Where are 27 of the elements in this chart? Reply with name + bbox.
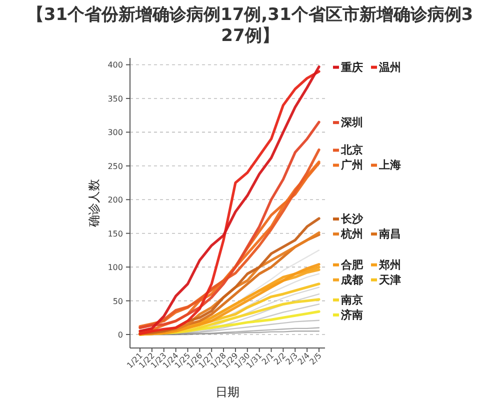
legend-label: 温州 [378,60,401,74]
chart-title: 【31个省份新增确诊病例17例,31个省区市新增确诊病例327例】 [26,5,474,46]
legend-label: 深圳 [340,116,363,130]
y-tick-label: 200 [108,196,123,205]
legend-label: 南昌 [378,228,401,241]
x-axis-title: 日期 [216,385,240,399]
legend-label: 天津 [378,273,401,286]
legend-label: 合肥 [340,258,364,272]
legend-label: 杭州 [340,228,363,241]
y-tick-label: 100 [108,263,123,272]
y-tick-label: 300 [108,128,123,138]
y-axis-title: 确诊人数 [87,179,101,228]
legend-label: 重庆 [340,60,363,74]
y-tick-label: 150 [108,229,123,238]
y-tick-label: 350 [108,94,123,104]
legend-label: 济南 [340,308,363,322]
legend-label: 上海 [378,158,401,172]
legend-label: 广州 [340,158,363,172]
y-tick-label: 400 [108,60,123,70]
legend-label: 南京 [340,293,363,306]
legend-label: 北京 [340,144,363,157]
y-tick-label: 50 [112,296,123,306]
legend-label: 郑州 [378,258,401,272]
legend-label: 长沙 [340,212,364,226]
legend-label: 成都 [340,273,363,286]
y-tick-label: 250 [108,162,123,171]
y-tick-label: 0 [118,330,123,340]
